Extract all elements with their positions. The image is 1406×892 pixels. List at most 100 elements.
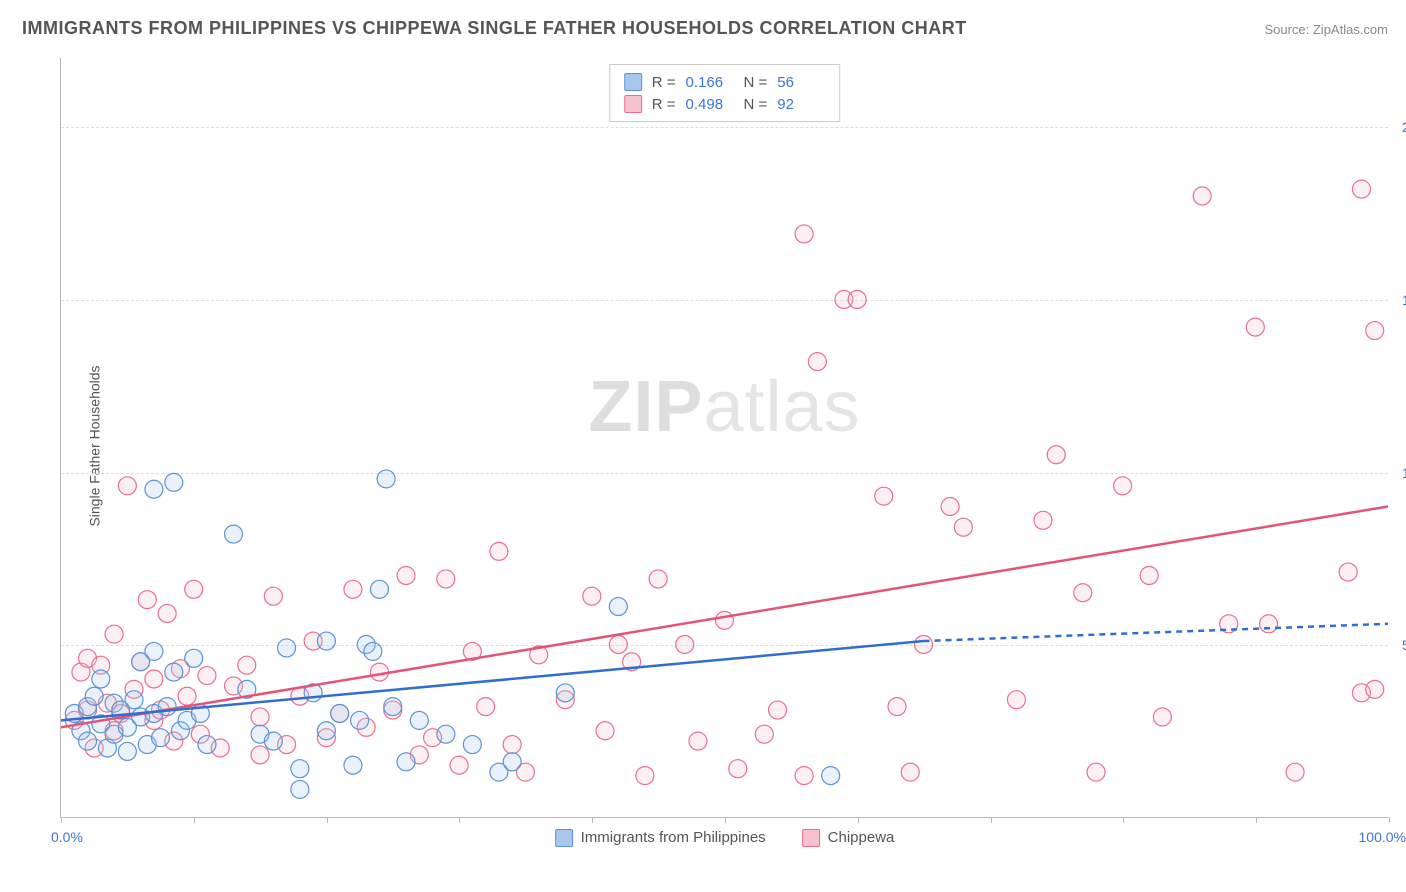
data-point [1007,691,1025,709]
data-point [291,760,309,778]
data-point [1087,763,1105,781]
regression-line [924,624,1388,641]
x-tick-mark [858,817,859,823]
data-point [808,353,826,371]
stats-r-label: R = [652,74,676,91]
data-point [238,656,256,674]
stats-r-value-philippines: 0.166 [686,74,734,91]
y-tick-label: 15.0% [1394,292,1406,308]
data-point [198,736,216,754]
data-point [1339,563,1357,581]
x-tick-mark [194,817,195,823]
chart-svg [61,58,1388,817]
source-label: Source: [1264,22,1312,37]
data-point [125,691,143,709]
x-tick-mark [1256,817,1257,823]
plot-area: ZIPatlas 5.0%10.0%15.0%20.0% 0.0% 100.0%… [60,58,1388,818]
data-point [609,598,627,616]
y-tick-label: 20.0% [1394,119,1406,135]
data-point [158,604,176,622]
stats-swatch-philippines [624,73,642,91]
data-point [503,753,521,771]
data-point [1193,187,1211,205]
data-point [477,698,495,716]
x-tick-mark [991,817,992,823]
data-point [769,701,787,719]
data-point [317,632,335,650]
data-point [954,518,972,536]
legend-label-chippewa: Chippewa [828,829,895,846]
x-tick-mark [725,817,726,823]
y-tick-label: 5.0% [1394,637,1406,653]
stats-row-chippewa: R = 0.498 N = 92 [624,93,826,115]
data-point [185,580,203,598]
data-point [676,636,694,654]
data-point [145,670,163,688]
data-point [79,732,97,750]
data-point [1034,511,1052,529]
data-point [370,580,388,598]
data-point [463,736,481,754]
data-point [689,732,707,750]
data-point [1260,615,1278,633]
data-point [118,477,136,495]
data-point [364,642,382,660]
data-point [888,698,906,716]
data-point [85,687,103,705]
data-point [1140,567,1158,585]
data-point [344,580,362,598]
data-point [848,291,866,309]
stats-n-label-2: N = [744,96,768,113]
data-point [145,480,163,498]
legend-swatch-philippines [555,829,573,847]
x-tick-mark [1389,817,1390,823]
data-point [583,587,601,605]
data-point [138,591,156,609]
stats-r-label-2: R = [652,96,676,113]
data-point [185,649,203,667]
data-point [264,732,282,750]
data-point [609,636,627,654]
data-point [1366,680,1384,698]
data-point [795,225,813,243]
stats-legend-box: R = 0.166 N = 56 R = 0.498 N = 92 [609,64,841,122]
stats-row-philippines: R = 0.166 N = 56 [624,71,826,93]
stats-n-value-philippines: 56 [777,74,825,91]
data-point [251,708,269,726]
data-point [178,687,196,705]
data-point [165,473,183,491]
data-point [716,611,734,629]
data-point [331,705,349,723]
data-point [795,767,813,785]
chart-title: IMMIGRANTS FROM PHILIPPINES VS CHIPPEWA … [22,18,967,39]
data-point [264,587,282,605]
data-point [118,742,136,760]
legend-label-philippines: Immigrants from Philippines [581,829,766,846]
regression-lines [61,507,1388,728]
x-axis-max-label: 100.0% [1359,829,1406,845]
data-point [384,698,402,716]
data-point [377,470,395,488]
data-point [437,570,455,588]
stats-n-value-chippewa: 92 [777,96,825,113]
data-point [1047,446,1065,464]
data-point [450,756,468,774]
stats-n-label: N = [744,74,768,91]
data-point [317,722,335,740]
data-point [1153,708,1171,726]
legend-item-philippines: Immigrants from Philippines [555,829,766,847]
data-point [437,725,455,743]
y-tick-label: 10.0% [1394,465,1406,481]
data-point [165,663,183,681]
data-point [225,525,243,543]
data-point [755,725,773,743]
data-point [490,542,508,560]
data-point [1352,180,1370,198]
data-point [729,760,747,778]
x-tick-mark [459,817,460,823]
data-point [556,684,574,702]
x-tick-mark [327,817,328,823]
stats-swatch-chippewa [624,95,642,113]
data-point [1074,584,1092,602]
data-point [822,767,840,785]
